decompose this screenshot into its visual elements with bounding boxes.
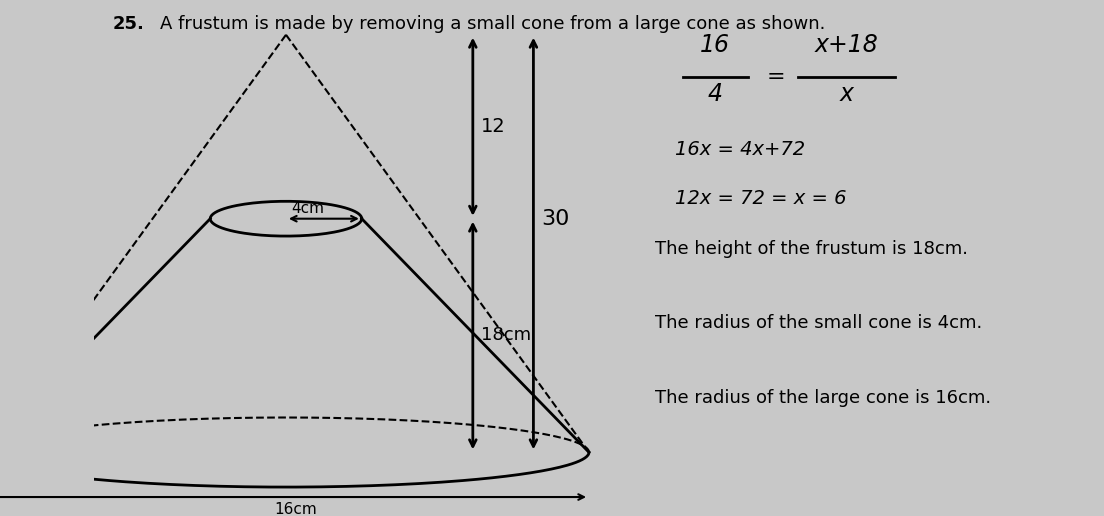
Text: The radius of the large cone is 16cm.: The radius of the large cone is 16cm.	[655, 389, 990, 407]
Text: The height of the frustum is 18cm.: The height of the frustum is 18cm.	[655, 239, 967, 257]
Text: 30: 30	[541, 208, 570, 229]
Text: 4: 4	[708, 82, 723, 106]
Text: 16: 16	[700, 33, 730, 57]
Text: The radius of the small cone is 4cm.: The radius of the small cone is 4cm.	[655, 314, 981, 332]
Text: 16cm: 16cm	[275, 502, 318, 516]
Text: x+18: x+18	[815, 33, 879, 57]
Text: 18cm: 18cm	[481, 327, 531, 345]
Text: x: x	[839, 82, 853, 106]
Text: A frustum is made by removing a small cone from a large cone as shown.: A frustum is made by removing a small co…	[160, 15, 825, 33]
Text: 4cm: 4cm	[291, 201, 325, 216]
Text: =: =	[766, 67, 785, 87]
Text: 12x = 72 = x = 6: 12x = 72 = x = 6	[675, 189, 847, 208]
Text: 16x = 4x+72: 16x = 4x+72	[675, 140, 805, 158]
Text: 25.: 25.	[113, 15, 145, 33]
Text: 12: 12	[481, 117, 506, 136]
